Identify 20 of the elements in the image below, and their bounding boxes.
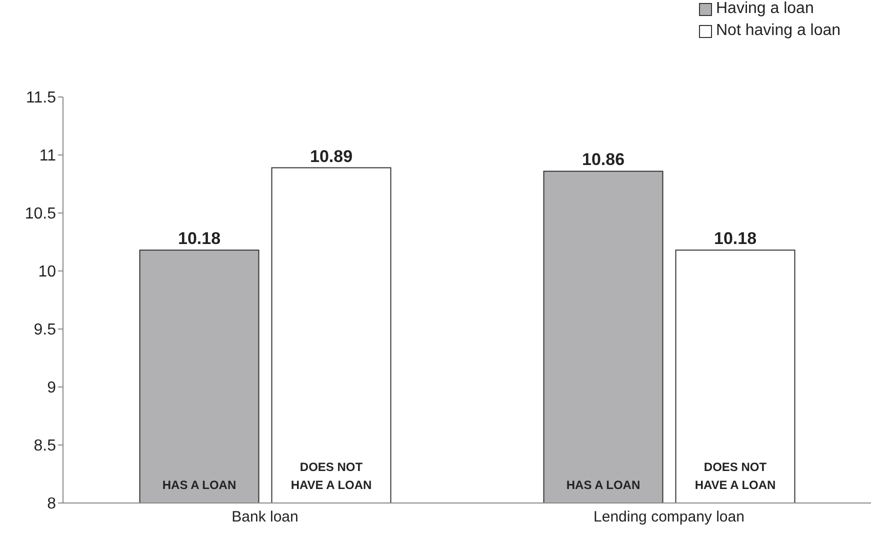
y-tick-label: 9 <box>47 380 56 397</box>
y-tick-label: 11 <box>39 148 56 165</box>
data-label: 10.18 <box>714 229 757 248</box>
annotation: HAS A LOAN <box>566 478 640 492</box>
y-tick-label: 10.5 <box>24 206 56 223</box>
y-tick-label: 9.5 <box>34 322 56 339</box>
data-label: 10.89 <box>310 146 353 166</box>
x-tick-label: Lending company loan <box>594 508 744 526</box>
x-tick-label: Bank loan <box>232 508 298 526</box>
y-tick-label: 8.5 <box>34 438 56 455</box>
y-tick-label: 10 <box>38 264 56 281</box>
legend-label: Having a loan <box>716 0 814 18</box>
annotation: DOES NOT HAVE A LOAN <box>694 460 776 492</box>
y-tick-label: 11.5 <box>26 90 56 107</box>
y-tick-label: 8 <box>47 496 56 513</box>
data-label: 10.18 <box>178 229 221 248</box>
legend-label: Not having a loan <box>716 22 841 40</box>
data-label: 10.86 <box>582 150 625 170</box>
annotation: DOES NOT HAVE A LOAN <box>290 460 372 492</box>
annotation: HAS A LOAN <box>162 478 236 492</box>
